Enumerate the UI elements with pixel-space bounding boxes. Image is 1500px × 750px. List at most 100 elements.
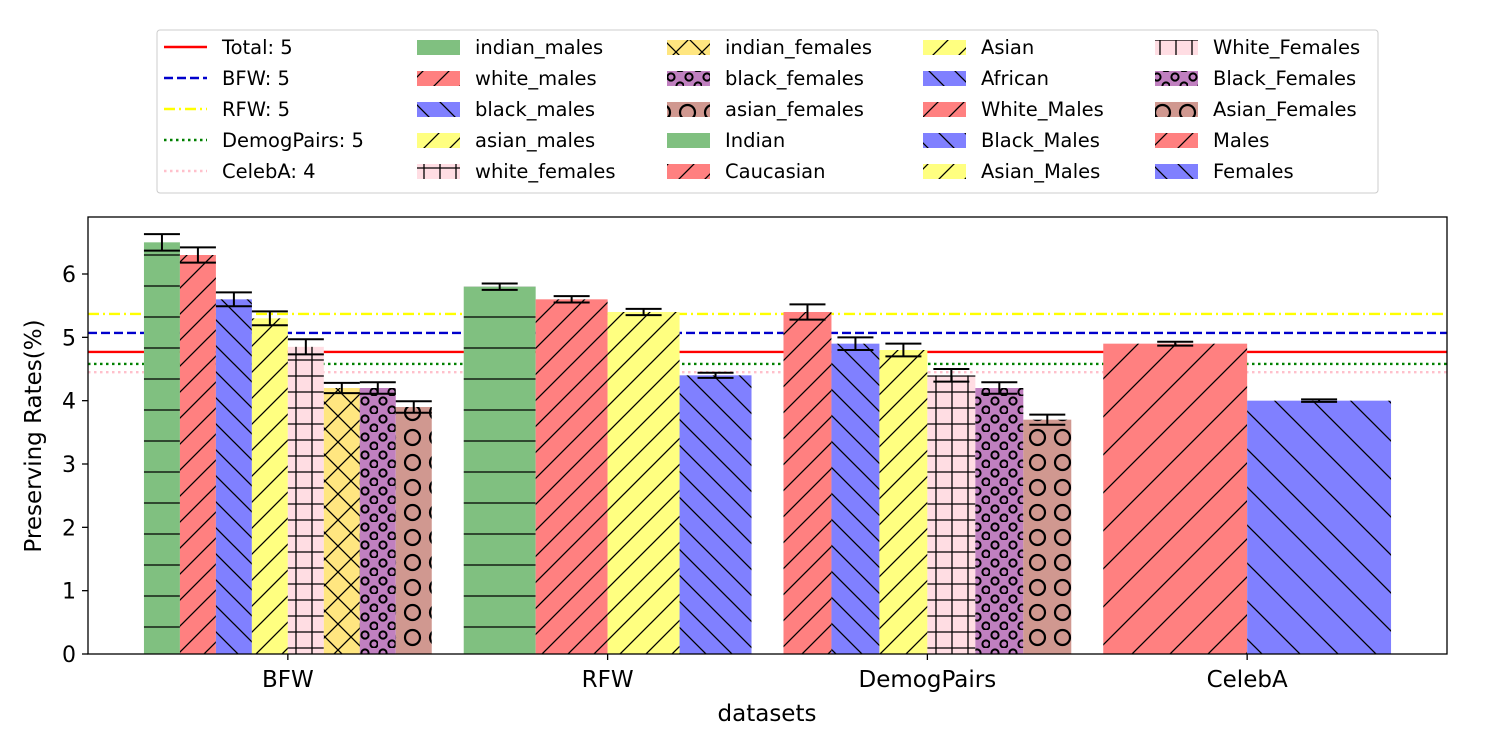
legend-label-black-females: Black_Females bbox=[1213, 67, 1356, 90]
legend-item-indian-males: indian_males bbox=[417, 36, 603, 59]
y-axis-label: Preserving Rates(%) bbox=[21, 319, 47, 552]
error-bars bbox=[143, 233, 1338, 426]
legend-label-black-females: black_females bbox=[725, 67, 864, 90]
legend-label-black-males: black_males bbox=[475, 98, 595, 121]
legend-item-white-males: White_Males bbox=[923, 98, 1104, 121]
legend-label-asian-females: asian_females bbox=[725, 98, 864, 121]
legend-label-white-males: white_males bbox=[475, 67, 597, 90]
legend-label-asian-females: Asian_Females bbox=[1213, 98, 1357, 121]
legend-item-white-females: white_females bbox=[417, 160, 616, 183]
plot-frame bbox=[87, 216, 1448, 655]
error-bar-demogpairs-white-females bbox=[933, 368, 970, 383]
y-tick-label-2: 2 bbox=[62, 516, 76, 541]
bar-bfw-white-females bbox=[287, 346, 324, 654]
bar-bfw-indian-males bbox=[143, 242, 180, 655]
legend-label-celeba-4: CelebA: 4 bbox=[222, 160, 316, 183]
legend-item-total-5: Total: 5 bbox=[164, 36, 293, 59]
plot-area: 0 1 2 3 4 5 6 BFW RFW DemogPairs CelebA bbox=[62, 216, 1448, 693]
bar-rfw-indian bbox=[463, 286, 536, 654]
legend: Total: 5 BFW: 5 RFW: 5 DemogPairs: 5 CelebA:… bbox=[156, 29, 1379, 194]
error-bar-demogpairs-black-males bbox=[837, 336, 874, 351]
bar-celeba-females bbox=[1247, 400, 1392, 654]
bar-rfw-caucasian bbox=[535, 299, 608, 654]
legend-item-indian-females: indian_females bbox=[667, 36, 872, 59]
y-axis: 0 1 2 3 4 5 6 bbox=[62, 263, 88, 668]
error-bar-rfw-indian bbox=[481, 282, 518, 291]
x-axis: BFW RFW DemogPairs CelebA bbox=[262, 654, 1288, 693]
error-bar-rfw-asian bbox=[625, 307, 662, 317]
error-bar-demogpairs-black-females bbox=[981, 381, 1018, 395]
legend-item-demogpairs-5: DemogPairs: 5 bbox=[164, 129, 364, 152]
error-bar-bfw-black-males bbox=[215, 291, 252, 308]
bars bbox=[143, 242, 1392, 655]
error-bar-rfw-caucasian bbox=[553, 295, 590, 304]
bar-demogpairs-black-females bbox=[975, 388, 1024, 654]
legend-item-asian-males: asian_males bbox=[417, 129, 595, 152]
x-tick-label-rfw: RFW bbox=[582, 667, 634, 693]
legend-item-african: African bbox=[923, 67, 1049, 90]
legend-item-males: Males bbox=[1155, 129, 1269, 152]
legend-label-indian: Indian bbox=[725, 129, 785, 152]
legend-label-white-females: White_Females bbox=[1213, 36, 1360, 59]
legend-label-black-males: Black_Males bbox=[981, 129, 1100, 152]
y-tick-label-5: 5 bbox=[62, 326, 76, 351]
error-bar-bfw-white-males bbox=[179, 246, 216, 264]
error-bar-bfw-indian-females bbox=[323, 381, 360, 395]
bar-rfw-asian bbox=[607, 312, 680, 654]
legend-item-rfw-5: RFW: 5 bbox=[164, 98, 290, 121]
legend-label-total-5: Total: 5 bbox=[221, 36, 293, 59]
legend-item-asian: Asian bbox=[923, 36, 1034, 59]
legend-item-asian-males: Asian_Males bbox=[923, 160, 1100, 183]
legend-item-celeba-4: CelebA: 4 bbox=[164, 160, 316, 183]
bar-rfw-african bbox=[679, 375, 752, 654]
y-tick-label-4: 4 bbox=[62, 390, 76, 415]
legend-label-white-males: White_Males bbox=[981, 98, 1104, 121]
y-tick-label-3: 3 bbox=[62, 453, 76, 478]
legend-label-bfw-5: BFW: 5 bbox=[222, 67, 290, 90]
legend-item-white-females: White_Females bbox=[1155, 36, 1360, 59]
legend-label-females: Females bbox=[1213, 160, 1294, 183]
bar-bfw-black-males bbox=[215, 299, 252, 654]
x-tick-label-demogpairs: DemogPairs bbox=[859, 667, 997, 693]
bar-demogpairs-asian-males bbox=[879, 350, 928, 654]
legend-label-indian-females: indian_females bbox=[725, 36, 872, 59]
legend-label-asian-males: asian_males bbox=[475, 129, 595, 152]
bar-bfw-asian-females bbox=[395, 407, 432, 654]
legend-item-black-females: Black_Females bbox=[1155, 67, 1356, 90]
bar-bfw-white-males bbox=[179, 255, 216, 654]
legend-label-indian-males: indian_males bbox=[475, 36, 603, 59]
error-bar-celeba-males bbox=[1157, 340, 1194, 347]
legend-item-females: Females bbox=[1155, 160, 1294, 183]
legend-label-rfw-5: RFW: 5 bbox=[222, 98, 290, 121]
legend-item-black-males: black_males bbox=[417, 98, 595, 121]
bar-bfw-black-females bbox=[359, 388, 396, 654]
legend-item-indian: Indian bbox=[667, 129, 785, 152]
bar-bfw-indian-females bbox=[323, 388, 360, 654]
legend-label-asian: Asian bbox=[981, 36, 1034, 59]
error-bar-bfw-asian-males bbox=[251, 310, 288, 327]
bar-demogpairs-asian-females bbox=[1023, 419, 1072, 654]
y-tick-label-0: 0 bbox=[62, 643, 76, 668]
x-tick-label-celeba: CelebA bbox=[1207, 667, 1288, 693]
error-bar-demogpairs-white-males bbox=[789, 303, 826, 321]
legend-label-african: African bbox=[981, 67, 1049, 90]
legend-label-demogpairs-5: DemogPairs: 5 bbox=[222, 129, 364, 152]
legend-item-white-males: white_males bbox=[417, 67, 597, 90]
bar-demogpairs-white-females bbox=[927, 375, 976, 654]
legend-label-caucasian: Caucasian bbox=[725, 160, 825, 183]
legend-item-caucasian: Caucasian bbox=[667, 160, 825, 183]
bar-demogpairs-black-males bbox=[831, 343, 880, 654]
error-bar-rfw-african bbox=[697, 371, 734, 379]
legend-item-asian-females: asian_females bbox=[667, 98, 864, 121]
bar-demogpairs-white-males bbox=[783, 312, 832, 654]
error-bar-celeba-females bbox=[1301, 398, 1338, 403]
legend-label-asian-males: Asian_Males bbox=[981, 160, 1100, 183]
legend-label-white-females: white_females bbox=[475, 160, 616, 183]
legend-label-males: Males bbox=[1213, 129, 1269, 152]
y-tick-label-6: 6 bbox=[62, 263, 76, 288]
error-bar-demogpairs-asian-females bbox=[1029, 413, 1066, 426]
legend-item-black-males: Black_Males bbox=[923, 129, 1100, 152]
error-bar-bfw-indian-males bbox=[143, 233, 180, 252]
legend-item-black-females: black_females bbox=[667, 67, 864, 90]
error-bar-bfw-white-females bbox=[287, 338, 324, 356]
